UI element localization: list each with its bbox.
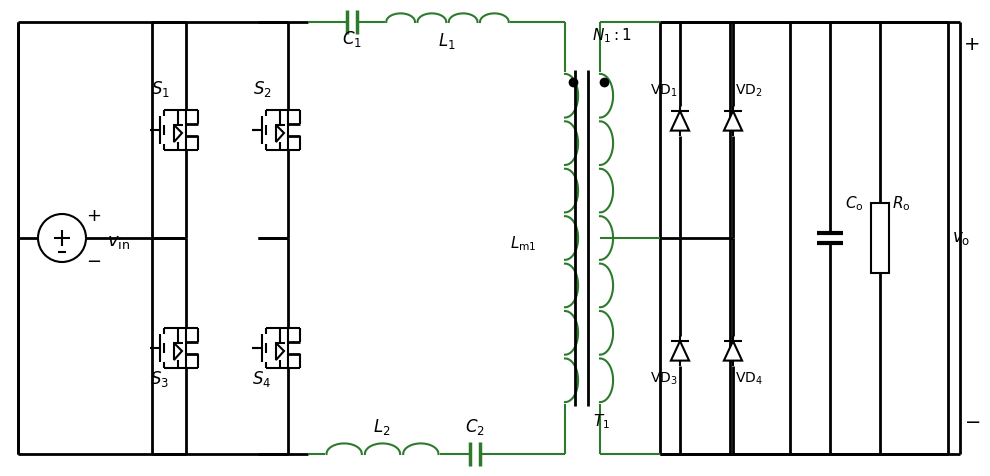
Text: $T_1$: $T_1$ bbox=[593, 412, 610, 431]
Polygon shape bbox=[276, 343, 284, 360]
Text: $L_2$: $L_2$ bbox=[373, 417, 391, 437]
Text: $C_1$: $C_1$ bbox=[342, 29, 362, 49]
Text: $C_{\rm o}$: $C_{\rm o}$ bbox=[845, 194, 863, 213]
Text: $\mathrm{VD}_1$: $\mathrm{VD}_1$ bbox=[650, 83, 678, 99]
Text: $C_2$: $C_2$ bbox=[465, 417, 485, 437]
Text: $\mathrm{VD}_4$: $\mathrm{VD}_4$ bbox=[735, 371, 763, 387]
Polygon shape bbox=[724, 111, 742, 130]
Polygon shape bbox=[671, 111, 689, 130]
Text: $-$: $-$ bbox=[86, 251, 102, 269]
Text: $\mathrm{VD}_2$: $\mathrm{VD}_2$ bbox=[735, 83, 762, 99]
Text: $L_{\rm m1}$: $L_{\rm m1}$ bbox=[511, 234, 537, 253]
Polygon shape bbox=[174, 125, 182, 142]
Polygon shape bbox=[724, 341, 742, 361]
Text: $L_1$: $L_1$ bbox=[439, 31, 455, 51]
Text: $\mathrm{VD}_3$: $\mathrm{VD}_3$ bbox=[650, 371, 678, 387]
Polygon shape bbox=[671, 341, 689, 361]
Text: $S_2$: $S_2$ bbox=[252, 79, 271, 99]
Text: $v_{\rm o}$: $v_{\rm o}$ bbox=[952, 229, 970, 247]
Text: $N_1:1$: $N_1:1$ bbox=[592, 26, 632, 45]
Text: +: + bbox=[86, 207, 102, 225]
Text: $-$: $-$ bbox=[964, 411, 980, 430]
Text: $v_{\rm in}$: $v_{\rm in}$ bbox=[107, 233, 130, 251]
Text: $S_3$: $S_3$ bbox=[150, 369, 169, 389]
Bar bbox=[871, 203, 889, 273]
Polygon shape bbox=[174, 343, 182, 360]
Text: $R_{\rm o}$: $R_{\rm o}$ bbox=[892, 194, 911, 213]
Text: $S_4$: $S_4$ bbox=[252, 369, 271, 389]
Text: $S_1$: $S_1$ bbox=[150, 79, 169, 99]
Text: +: + bbox=[963, 35, 980, 54]
Polygon shape bbox=[276, 125, 284, 142]
